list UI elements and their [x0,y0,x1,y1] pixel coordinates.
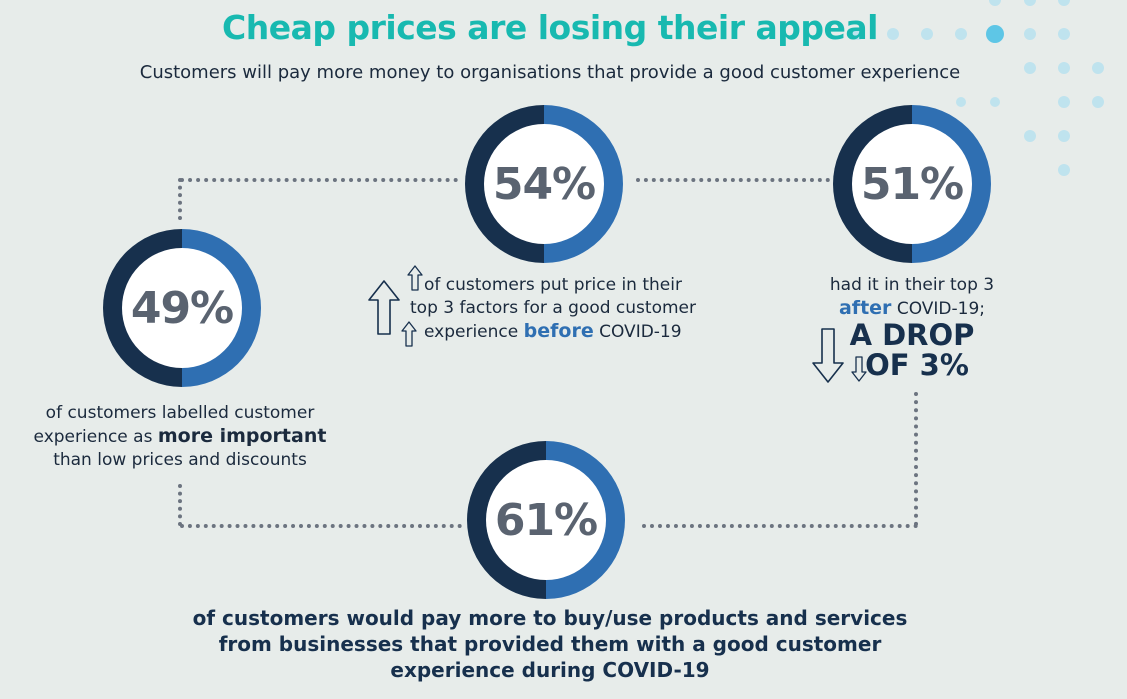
decorative-dot [990,97,1000,107]
decorative-dot [955,28,967,40]
drop-line: OF 3% [865,348,969,382]
stat-value: 61% [494,494,598,546]
decorative-dot [956,97,966,107]
decorative-dot [989,0,1001,6]
arrow-up-icon [368,280,400,335]
desc-text: experience [424,322,524,342]
decorative-dot [1024,130,1036,142]
decorative-dot [1058,164,1070,176]
desc-line: than low prices and discounts [53,450,307,470]
connector-line [180,524,462,528]
connector-line [178,484,182,526]
connector-line [642,524,918,528]
emphasis-text: before [523,320,594,342]
donut-54: 54% [465,105,623,263]
desc-text: COVID-19; [891,299,986,319]
decorative-dot [1058,130,1070,142]
arrow-down-icon [851,356,867,382]
desc-line: of customers put price in their [424,275,682,295]
stat-value: 51% [860,158,964,210]
decorative-dot [986,25,1004,43]
stat-value: 54% [492,158,596,210]
desc-text: COVID-19 [593,322,682,342]
page-subtitle: Customers will pay more money to organis… [139,62,961,83]
drop-line: A DROP [849,318,975,352]
desc-line: experience before COVID-19 [408,320,728,344]
decorative-dot [1092,96,1104,108]
desc-line: after COVID-19; [792,297,1032,321]
decorative-dot [1058,0,1070,6]
arrow-up-icon [401,321,417,347]
stat-61-description: of customers would pay more to buy/use p… [170,605,930,683]
connector-line [914,392,918,526]
donut-51: 51% [833,105,991,263]
arrow-down-icon [812,328,844,383]
decorative-dot [1024,0,1036,6]
decorative-dot [1058,62,1070,74]
stat-54-description: of customers put price in their top 3 fa… [408,274,728,344]
decorative-dot [1058,96,1070,108]
decorative-dot [1092,62,1104,74]
desc-line: top 3 factors for a good customer [410,298,696,318]
desc-line: from businesses that provided them with … [218,632,882,656]
drop-callout: A DROP OF 3% [842,320,982,380]
desc-line: experience as more important [20,425,340,449]
donut-49: 49% [103,229,261,387]
donut-61: 61% [467,441,625,599]
arrow-up-icon [407,265,423,291]
stat-49-description: of customers labelled customer experienc… [20,402,340,472]
decorative-dot [887,28,899,40]
desc-text: experience as [33,427,158,447]
decorative-dot [1024,28,1036,40]
stat-51-description: had it in their top 3 after COVID-19; [792,274,1032,321]
decorative-dot [921,28,933,40]
desc-line: of customers would pay more to buy/use p… [192,606,908,630]
decorative-dot [852,28,864,40]
desc-line: had it in their top 3 [829,275,995,295]
connector-line [636,178,830,182]
connector-line [178,178,182,220]
connector-line [180,178,458,182]
stat-value: 49% [130,282,234,334]
emphasis-text: more important [157,425,327,447]
desc-line: of customers labelled customer [45,403,315,423]
desc-line: experience during COVID-19 [390,658,710,682]
decorative-dot [1058,28,1070,40]
emphasis-text: after [838,297,892,319]
decorative-dot [1024,62,1036,74]
page-title: Cheap prices are losing their appeal [222,8,878,47]
